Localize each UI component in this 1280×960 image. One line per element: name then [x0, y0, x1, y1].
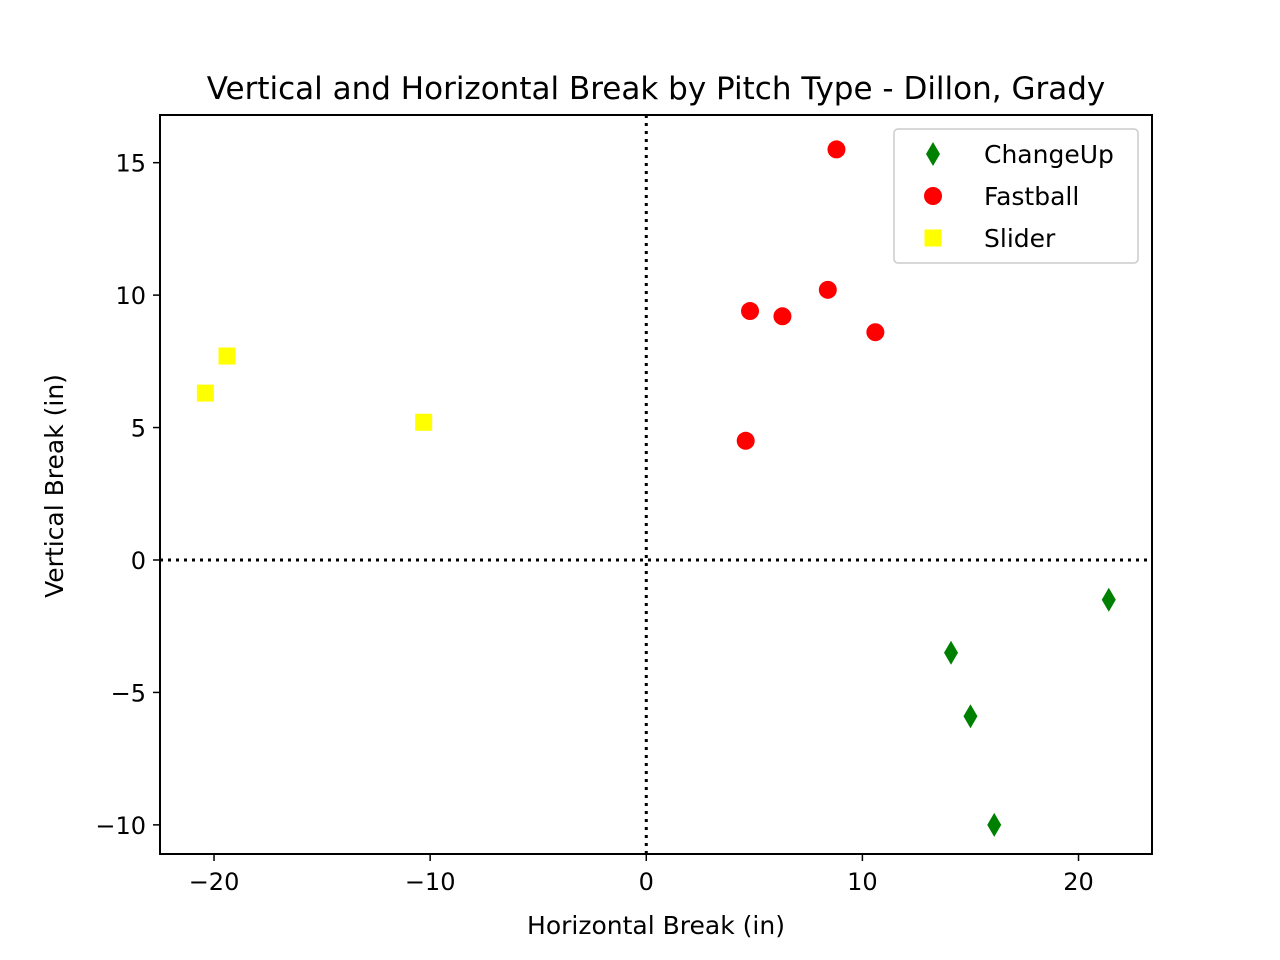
fastball-point — [818, 280, 837, 299]
y-tick-label: 10 — [115, 282, 146, 310]
x-axis-label: Horizontal Break (in) — [527, 911, 785, 940]
x-tick-label: 20 — [1063, 868, 1094, 896]
y-axis-label: Vertical Break (in) — [40, 374, 69, 598]
changeup-point — [963, 704, 978, 729]
changeup-point — [1101, 587, 1116, 612]
legend-label-slider: Slider — [984, 224, 1056, 253]
x-tick-label: 10 — [847, 868, 878, 896]
series-slider — [196, 347, 433, 431]
changeup-point — [987, 812, 1002, 837]
fastball-point — [736, 431, 755, 450]
slider-point — [218, 347, 236, 365]
x-tick-label: −20 — [189, 868, 240, 896]
legend-label-fastball: Fastball — [984, 182, 1079, 211]
x-tick-label: −10 — [405, 868, 456, 896]
y-tick-label: −5 — [111, 679, 146, 707]
fastball-point — [773, 307, 792, 326]
legend-marker-changeup — [926, 142, 940, 166]
legend-box — [893, 128, 1139, 264]
series-changeup — [944, 587, 1116, 837]
legend: ChangeUp Fastball Slider — [893, 128, 1139, 264]
chart-title: Vertical and Horizontal Break by Pitch T… — [207, 71, 1106, 107]
fastball-point — [866, 323, 885, 342]
y-tick-label: 0 — [131, 547, 146, 575]
legend-label-changeup: ChangeUp — [984, 140, 1114, 169]
y-tick-label: 5 — [131, 415, 146, 443]
y-tick-label: 15 — [115, 150, 146, 178]
y-tick-label: −10 — [95, 812, 146, 840]
plot-frame — [159, 114, 1153, 855]
slider-point — [415, 413, 433, 431]
series-fastball — [736, 140, 885, 450]
legend-marker-slider — [924, 229, 942, 247]
changeup-point — [944, 640, 959, 665]
plot-area: −20 −10 0 10 20 −10 −5 0 5 10 15 — [95, 114, 1153, 896]
fastball-point — [741, 302, 760, 321]
legend-marker-fastball — [924, 187, 942, 205]
x-tick-label: 0 — [639, 868, 654, 896]
fastball-point — [827, 140, 846, 159]
slider-point — [196, 384, 214, 402]
